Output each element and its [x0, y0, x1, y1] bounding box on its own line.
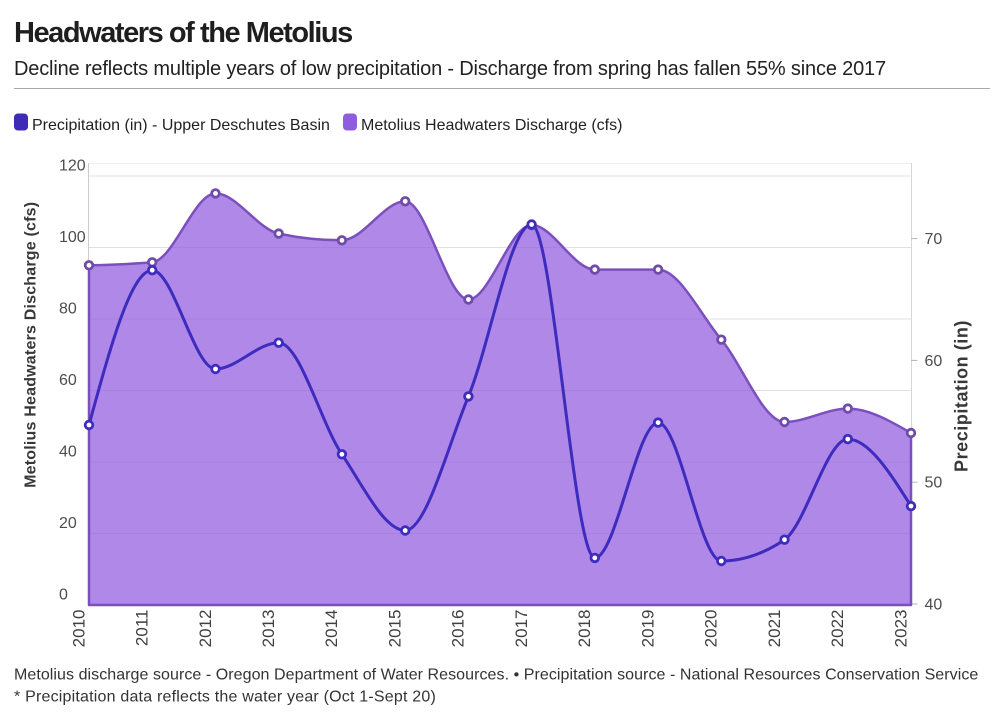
svg-text:2021: 2021 [765, 610, 784, 648]
svg-text:2019: 2019 [638, 610, 657, 648]
svg-text:2011: 2011 [133, 610, 152, 647]
svg-text:Decline reflects multiple year: Decline reflects multiple years of low p… [14, 58, 886, 80]
svg-text:50: 50 [925, 475, 943, 492]
svg-text:2023: 2023 [891, 610, 910, 648]
svg-text:2018: 2018 [575, 610, 594, 648]
svg-text:2015: 2015 [386, 610, 405, 648]
svg-text:2022: 2022 [828, 610, 847, 648]
svg-text:Precipitation (in): Precipitation (in) [952, 320, 972, 472]
svg-text:20: 20 [59, 515, 77, 532]
svg-text:2014: 2014 [322, 610, 341, 648]
svg-text:Headwaters of the Metolius: Headwaters of the Metolius [14, 17, 352, 49]
svg-text:2017: 2017 [512, 610, 531, 648]
svg-text:2013: 2013 [259, 610, 278, 648]
svg-text:0: 0 [59, 587, 68, 604]
svg-text:Precipitation (in) - Upper Des: Precipitation (in) - Upper Deschutes Bas… [32, 117, 330, 134]
svg-text:2010: 2010 [69, 610, 88, 648]
svg-text:Metolius Headwaters Discharge: Metolius Headwaters Discharge (cfs) [23, 202, 40, 488]
svg-text:60: 60 [925, 353, 943, 370]
svg-text:40: 40 [59, 444, 77, 461]
svg-text:Metolius Headwaters Discharge: Metolius Headwaters Discharge (cfs) [361, 117, 622, 134]
svg-text:2020: 2020 [702, 610, 721, 648]
svg-text:* Precipitation data reflects: * Precipitation data reflects the water … [14, 689, 436, 706]
svg-text:Metolius discharge source - Or: Metolius discharge source - Oregon Depar… [14, 667, 978, 684]
svg-text:100: 100 [59, 229, 86, 246]
svg-text:2012: 2012 [196, 610, 215, 648]
svg-text:80: 80 [59, 301, 77, 318]
svg-text:60: 60 [59, 372, 77, 389]
svg-text:120: 120 [59, 158, 86, 175]
svg-text:40: 40 [925, 597, 943, 614]
svg-text:70: 70 [925, 231, 943, 248]
svg-text:2016: 2016 [449, 610, 468, 648]
